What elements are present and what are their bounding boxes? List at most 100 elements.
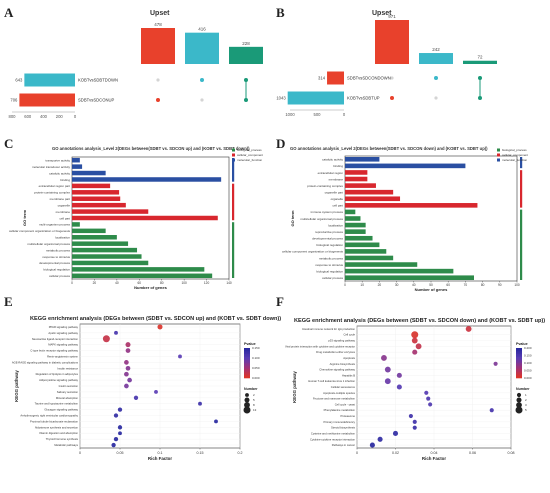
colorbar-segment: [244, 366, 250, 368]
go-bar: [72, 260, 149, 266]
colorbar-segment: [516, 351, 522, 353]
upset-plot-a: Upset 478 416 228 643 KOBTvsSDBTDOWN 706 SDBTvs…: [9, 10, 263, 119]
pathway-label: Viral protein interaction with cytokine …: [285, 344, 355, 348]
bubble-point: [424, 390, 429, 395]
legend-swatch: [497, 153, 500, 157]
go-bar: [72, 228, 106, 234]
panel-b-letter: B: [276, 5, 285, 20]
pathway-label: Primary immunodeficiency: [323, 420, 355, 424]
go-bar: [72, 196, 121, 201]
go-term-label: membrane part: [50, 197, 71, 201]
colorbar-segment: [244, 360, 250, 362]
x-tick-label: 0.02: [392, 451, 399, 455]
legend-label: cellular_component: [237, 153, 263, 157]
go-term-label: organelle: [331, 197, 344, 201]
colorbar-segment: [516, 349, 522, 352]
pathway-label: AGE-RAGE signaling pathway in diabetic c…: [12, 360, 79, 364]
go-term-label: multicellular organismal process: [300, 217, 343, 221]
bubble-point: [113, 413, 119, 418]
colorbar-title: Pvalue: [516, 342, 528, 346]
go-term-label: membrane: [56, 210, 71, 214]
colorbar-segment: [244, 363, 250, 365]
pathway-label: Phenylalanine metabolism: [324, 408, 356, 412]
panel-f: F KEGG enrichment analysis (DEGs between…: [276, 294, 545, 461]
kegg-title: KEGG enrichment analysis (DEGs between (…: [30, 316, 281, 322]
x-axis-label: Number of genes: [134, 285, 167, 290]
colorbar-tick-label: 0.050: [252, 366, 260, 370]
legend-label: molecular_function: [237, 158, 263, 162]
go-bar-chart-c: GO annotations analysis_Level 2(DEGs bet…: [9, 146, 263, 290]
pathway-label: C-type lectin receptor signaling pathway: [30, 349, 78, 353]
pathway-label: Regulation of lipolysis in adipocytes: [36, 372, 79, 376]
go-bar: [345, 196, 401, 202]
go-term-label: localization: [55, 236, 70, 240]
pathway-label: Taurine and hypotaurine metabolism: [35, 402, 79, 406]
set-axis-tick: 600: [24, 114, 32, 119]
y-axis-label: KEGG pathway: [14, 370, 19, 402]
bubble-point: [411, 337, 418, 344]
group-indicator: [520, 157, 523, 169]
bubble-point: [124, 383, 129, 389]
set-size-bar: [287, 91, 344, 105]
go-bar: [72, 222, 80, 227]
go-term-label: cell part: [332, 204, 343, 208]
pathway-label: Pathways in cancer: [332, 443, 355, 447]
x-tick-label: 100: [514, 283, 520, 287]
colorbar-title: Pvalue: [244, 342, 256, 346]
matrix-dot: [434, 96, 438, 100]
colorbar-segment: [244, 373, 250, 376]
colorbar-tick-label: 0.100: [252, 356, 260, 360]
go-term-label: binding: [60, 178, 70, 182]
colorbar-segment: [516, 375, 522, 377]
bubble-point: [114, 330, 118, 335]
intersection-value-label: 242: [432, 47, 440, 52]
set-size-bar: [19, 93, 75, 107]
colorbar-segment: [516, 358, 522, 361]
size-legend-title: Number: [516, 387, 530, 391]
go-term-label: protein-containing complex: [307, 184, 343, 188]
pathway-label: Drug metabolism-other enzymes: [316, 350, 355, 354]
go-term-label: organelle part: [325, 191, 344, 195]
x-tick-label: 40: [115, 281, 119, 285]
group-indicator: [520, 209, 523, 280]
bubble-point: [154, 389, 158, 394]
go-term-label: response to stimulus: [42, 255, 70, 259]
set-axis-tick: 0: [343, 112, 346, 117]
intersection-value-label: 72: [477, 55, 483, 60]
size-legend-title: Number: [244, 387, 258, 391]
pathway-label: Proximal tubule bicarbonate reclamation: [30, 419, 78, 423]
panel-d-letter: D: [276, 136, 285, 151]
go-bar: [72, 164, 83, 169]
x-tick-label: 80: [481, 283, 485, 287]
matrix-dot: [156, 98, 160, 102]
go-term-label: protein-containing complex: [34, 191, 70, 195]
colorbar-tick-label: 0.200: [524, 346, 532, 350]
pathway-label: Apelin signaling pathway: [48, 331, 78, 335]
intersection-bar: [375, 20, 409, 64]
bubble-point: [133, 395, 139, 400]
bubble-point: [198, 401, 202, 406]
go-bar: [72, 241, 129, 246]
panel-e-letter: E: [4, 294, 13, 309]
colorbar-segment: [516, 361, 522, 364]
size-legend-dot: [243, 406, 251, 414]
bubble-point: [396, 384, 402, 390]
colorbar-segment: [516, 372, 522, 374]
x-tick-label: 80: [160, 281, 164, 285]
colorbar-segment: [244, 369, 250, 371]
bubble-point: [392, 430, 399, 437]
pathway-label: Apoptosis-multiple species: [323, 391, 355, 395]
set-axis-tick: 800: [9, 114, 17, 119]
intersection-value-label: 228: [242, 41, 250, 46]
bubble-point: [493, 361, 498, 366]
go-term-label: localization: [328, 223, 343, 227]
go-term-label: organelle: [58, 203, 71, 207]
go-bar: [72, 170, 106, 176]
panel-a: A Upset 478 416 228 643 KOBTvsSDBTDOWN 706 SDBT…: [4, 5, 263, 119]
go-bar: [345, 176, 368, 182]
colorbar-segment: [516, 376, 522, 379]
go-bar: [345, 229, 366, 234]
bubble-point: [127, 377, 132, 383]
size-legend-dot: [516, 392, 522, 398]
intersection-value-label: 416: [198, 27, 206, 32]
